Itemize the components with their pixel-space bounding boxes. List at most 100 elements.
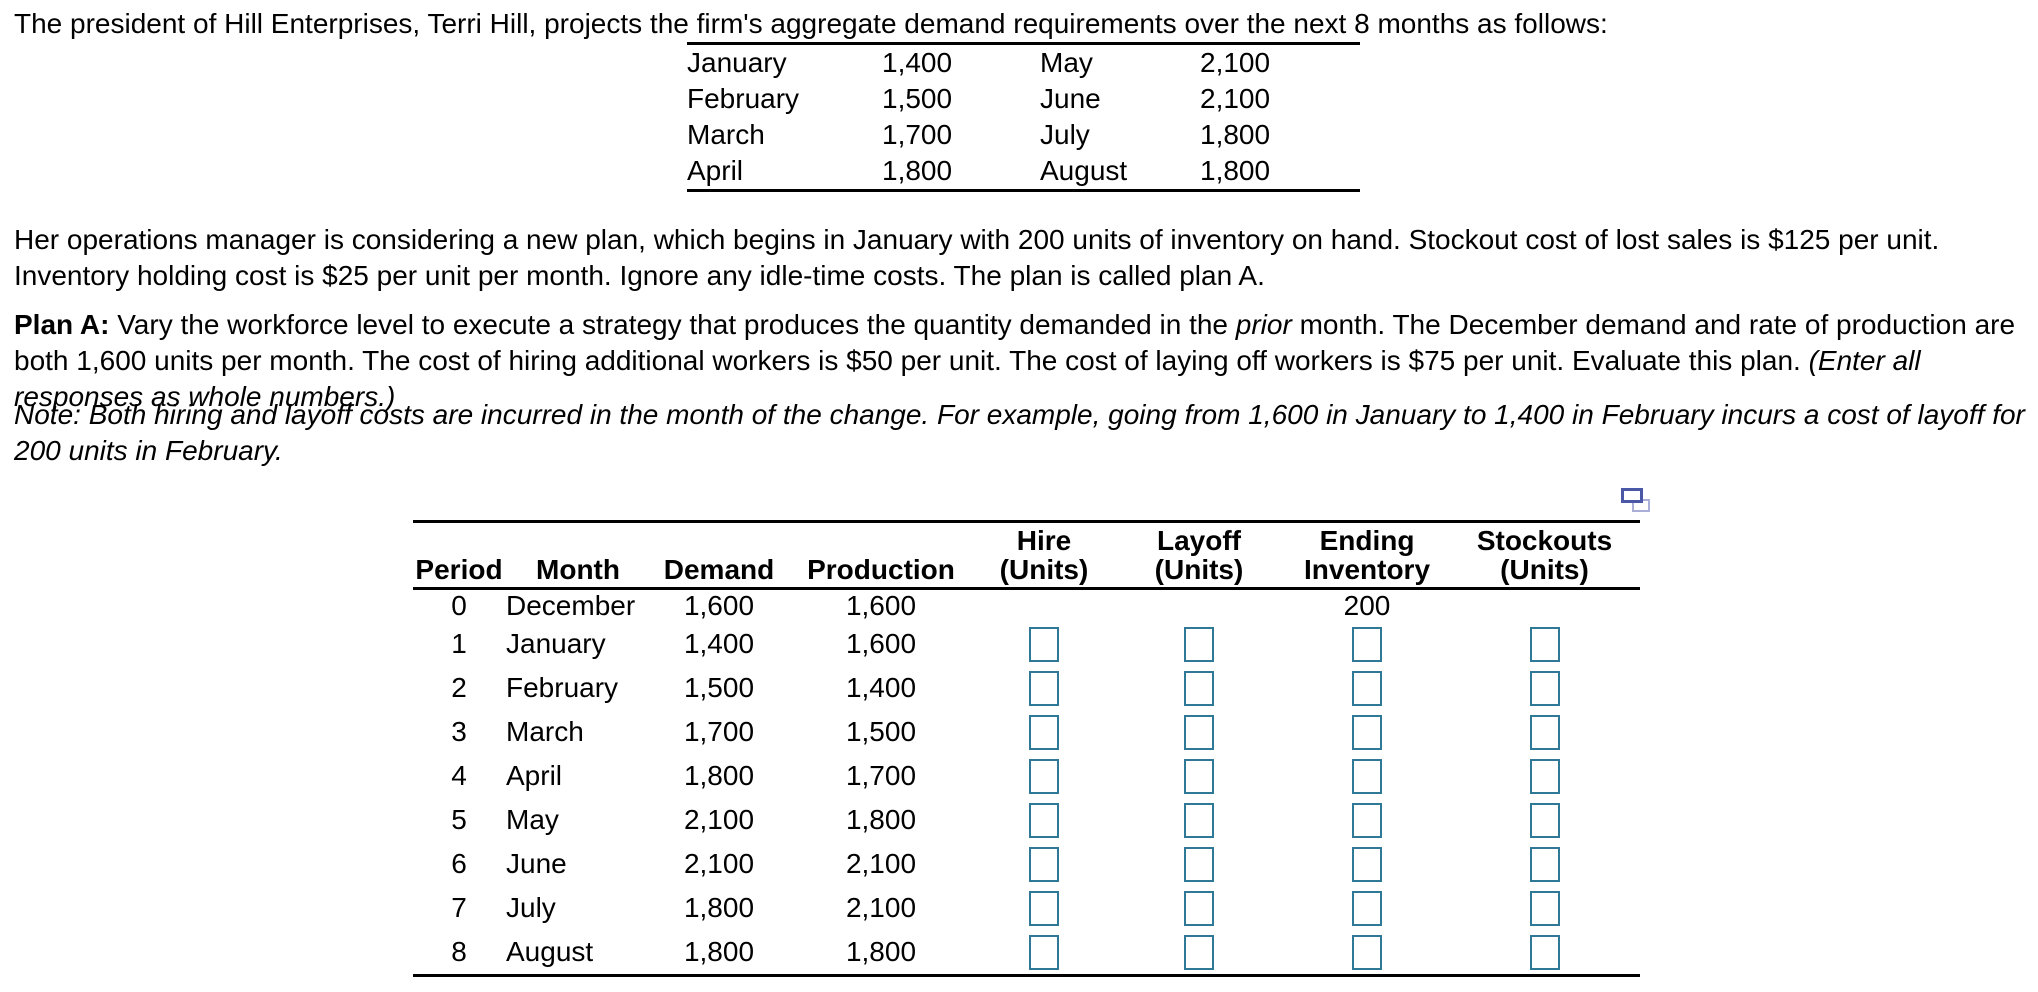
hire-input-period-8[interactable] — [1029, 934, 1059, 970]
hire-cell — [975, 886, 1113, 930]
header-production: Production — [787, 523, 975, 587]
hire-input-period-1[interactable] — [1029, 626, 1059, 662]
layoff-input-period-8[interactable] — [1184, 934, 1214, 970]
ending-inventory-input-period-4[interactable] — [1352, 758, 1382, 794]
layoff-input-period-7[interactable] — [1184, 890, 1214, 926]
hire-input-period-2[interactable] — [1029, 670, 1059, 706]
production-cell: 1,800 — [845, 804, 917, 835]
demand-cell: 1,700 — [683, 716, 755, 747]
hire-cell — [975, 666, 1113, 710]
period-cell: 5 — [451, 804, 467, 835]
month-cell: June — [506, 848, 567, 879]
note-paragraph: Note: Both hiring and layoff costs are i… — [14, 399, 2025, 466]
demand-cell: 1,500 — [683, 672, 755, 703]
stockouts-cell — [1449, 754, 1640, 798]
production-cell: 1,400 — [845, 672, 917, 703]
header-stockouts: Stockouts (Units) — [1449, 523, 1640, 587]
hire-cell — [975, 842, 1113, 886]
plan-a-italic-word: prior — [1235, 309, 1292, 340]
month-cell: May — [506, 804, 559, 835]
stockouts-input-period-2[interactable] — [1529, 670, 1560, 706]
ending-inventory-input-period-2[interactable] — [1352, 670, 1382, 706]
plan-a-parenthetical: (Enter all responses as whole numbers.) — [14, 345, 1921, 412]
ending-inventory-input-period-5[interactable] — [1352, 802, 1382, 838]
production-cell: 1,800 — [845, 936, 917, 967]
layoff-input-period-2[interactable] — [1184, 670, 1214, 706]
period-cell: 2 — [451, 672, 467, 703]
demand-month-left: February — [687, 83, 800, 114]
header-ending-line2: Inventory — [1303, 554, 1431, 585]
layoff-input-period-3[interactable] — [1184, 714, 1214, 750]
plan-table-header: Period Month Demand Production Hire (Uni… — [413, 523, 1640, 590]
demand-value-right: 2,100 — [1200, 83, 1271, 114]
layoff-input-period-5[interactable] — [1184, 802, 1214, 838]
month-cell: August — [506, 936, 594, 967]
month-cell: January — [506, 628, 606, 659]
demand-row-3: April 1,800 August 1,800 — [687, 153, 1360, 189]
header-hire: Hire (Units) — [975, 523, 1113, 587]
header-demand: Demand — [651, 523, 787, 587]
demand-month-left: April — [687, 155, 744, 186]
stockouts-cell — [1449, 590, 1640, 622]
table-row-period-1: 1 January 1,400 1,600 — [413, 622, 1640, 666]
table-row-period-7: 7 July 1,800 2,100 — [413, 886, 1640, 930]
table-row-period-5: 5 May 2,100 1,800 — [413, 798, 1640, 842]
hire-input-period-4[interactable] — [1029, 758, 1059, 794]
demand-cell: 1,600 — [683, 590, 755, 621]
demand-value-right: 2,100 — [1200, 47, 1271, 78]
table-row-period-8: 8 August 1,800 1,800 — [413, 930, 1640, 974]
layoff-cell — [1113, 886, 1285, 930]
header-layoff: Layoff (Units) — [1113, 523, 1285, 587]
stockouts-cell — [1449, 798, 1640, 842]
header-layoff-line1: Layoff — [1157, 525, 1241, 556]
layoff-input-period-1[interactable] — [1184, 626, 1214, 662]
ending-inventory-cell — [1285, 710, 1449, 754]
ending-inventory-input-period-7[interactable] — [1352, 890, 1382, 926]
ending-inventory-input-period-6[interactable] — [1352, 846, 1382, 882]
stockouts-input-period-8[interactable] — [1529, 934, 1560, 970]
header-month-label: Month — [536, 554, 620, 585]
popup-window-icon[interactable] — [1621, 488, 1654, 518]
hire-cell — [975, 622, 1113, 666]
ending-inventory-input-period-1[interactable] — [1352, 626, 1382, 662]
header-stockouts-line1: Stockouts — [1476, 525, 1613, 556]
ending-inventory-cell — [1285, 886, 1449, 930]
demand-table-body: January 1,400 May 2,100 February 1,500 June 2,1… — [687, 45, 1360, 189]
layoff-input-period-6[interactable] — [1184, 846, 1214, 882]
layoff-cell — [1113, 754, 1285, 798]
demand-value-right: 1,800 — [1200, 155, 1271, 186]
layoff-cell — [1113, 590, 1285, 622]
plan-a-paragraph: Plan A: Vary the workforce level to exec… — [14, 307, 2028, 415]
header-month: Month — [505, 523, 651, 587]
ending-inventory-input-period-8[interactable] — [1352, 934, 1382, 970]
plan-a-text-1: Vary the workforce level to execute a st… — [109, 309, 1236, 340]
layoff-input-period-4[interactable] — [1184, 758, 1214, 794]
stockouts-input-period-4[interactable] — [1529, 758, 1560, 794]
stockouts-input-period-1[interactable] — [1529, 626, 1560, 662]
demand-row-1: February 1,500 June 2,100 — [687, 81, 1360, 117]
plan-a-label: Plan A: — [14, 309, 110, 340]
table-row-period-2: 2 February 1,500 1,400 — [413, 666, 1640, 710]
layoff-cell — [1113, 666, 1285, 710]
popup-window-icon-front — [1621, 488, 1643, 503]
hire-input-period-7[interactable] — [1029, 890, 1059, 926]
demand-cell: 2,100 — [683, 848, 755, 879]
production-cell: 1,600 — [845, 628, 917, 659]
hire-input-period-6[interactable] — [1029, 846, 1059, 882]
stockouts-input-period-7[interactable] — [1529, 890, 1560, 926]
demand-row-0: January 1,400 May 2,100 — [687, 45, 1360, 81]
period-cell: 6 — [451, 848, 467, 879]
stockouts-cell — [1449, 666, 1640, 710]
stockouts-input-period-3[interactable] — [1529, 714, 1560, 750]
demand-value-left: 1,700 — [882, 119, 953, 150]
ending-inventory-cell — [1285, 622, 1449, 666]
demand-month-left: January — [687, 47, 787, 78]
hire-input-period-5[interactable] — [1029, 802, 1059, 838]
ending-inventory-input-period-3[interactable] — [1352, 714, 1382, 750]
header-stockouts-line2: (Units) — [1500, 554, 1589, 585]
hire-input-period-3[interactable] — [1029, 714, 1059, 750]
demand-cell: 2,100 — [683, 804, 755, 835]
stockouts-input-period-6[interactable] — [1529, 846, 1560, 882]
stockouts-input-period-5[interactable] — [1529, 802, 1560, 838]
production-cell: 1,700 — [845, 760, 917, 791]
